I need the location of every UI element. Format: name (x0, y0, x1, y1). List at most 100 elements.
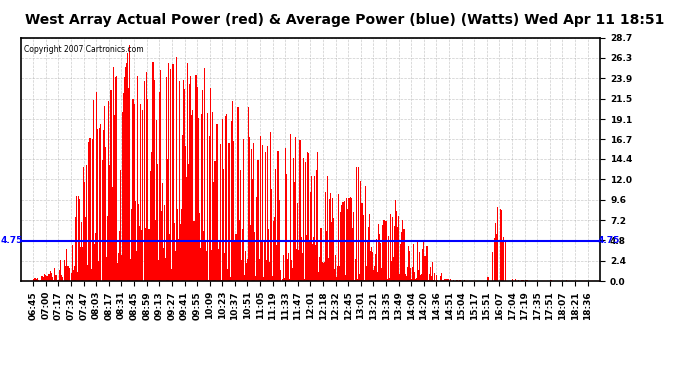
Bar (272, 276, 273, 281)
Bar (62, 277, 63, 281)
Bar (153, 81, 155, 281)
Bar (298, 250, 299, 281)
Bar (188, 164, 189, 281)
Bar (337, 266, 338, 281)
Bar (250, 225, 251, 281)
Bar (144, 81, 145, 281)
Bar (60, 260, 61, 281)
Bar (57, 280, 58, 281)
Bar (116, 76, 117, 281)
Bar (459, 280, 460, 281)
Bar (460, 280, 461, 281)
Bar (184, 89, 185, 281)
Bar (255, 276, 257, 281)
Bar (286, 174, 287, 281)
Bar (123, 93, 124, 281)
Bar (217, 249, 219, 281)
Bar (160, 70, 161, 281)
Bar (565, 280, 566, 281)
Bar (94, 244, 95, 281)
Bar (275, 169, 277, 281)
Bar (249, 137, 250, 281)
Text: 4.75: 4.75 (1, 236, 23, 245)
Bar (452, 280, 453, 281)
Bar (110, 90, 112, 281)
Bar (72, 270, 74, 281)
Bar (175, 251, 176, 281)
Bar (382, 225, 384, 281)
Bar (251, 149, 253, 281)
Bar (54, 268, 55, 281)
Bar (229, 143, 230, 281)
Bar (95, 233, 96, 281)
Bar (276, 245, 277, 281)
Bar (124, 77, 125, 281)
Bar (424, 256, 426, 281)
Bar (393, 257, 394, 281)
Bar (417, 242, 418, 281)
Text: Copyright 2007 Cartronics.com: Copyright 2007 Cartronics.com (23, 45, 144, 54)
Bar (374, 266, 375, 281)
Bar (267, 146, 268, 281)
Bar (496, 234, 497, 281)
Bar (386, 279, 388, 281)
Bar (210, 88, 211, 281)
Bar (246, 262, 247, 281)
Bar (262, 145, 263, 281)
Bar (227, 269, 228, 281)
Bar (297, 202, 299, 281)
Bar (357, 279, 358, 281)
Bar (465, 280, 466, 281)
Bar (306, 235, 307, 281)
Bar (117, 263, 118, 281)
Bar (132, 99, 134, 281)
Bar (310, 192, 311, 281)
Bar (177, 210, 178, 281)
Bar (269, 262, 270, 281)
Bar (219, 144, 221, 281)
Bar (420, 275, 422, 281)
Bar (130, 259, 132, 281)
Bar (322, 262, 323, 281)
Bar (411, 279, 412, 281)
Bar (378, 224, 380, 281)
Bar (191, 116, 193, 281)
Bar (338, 194, 339, 281)
Bar (201, 114, 202, 281)
Bar (464, 280, 466, 281)
Bar (155, 120, 157, 281)
Bar (527, 280, 529, 281)
Bar (419, 252, 420, 281)
Bar (163, 248, 164, 281)
Bar (58, 280, 59, 281)
Bar (331, 222, 332, 281)
Bar (148, 229, 149, 281)
Bar (159, 92, 160, 281)
Bar (322, 263, 324, 281)
Bar (362, 214, 364, 281)
Bar (491, 252, 493, 281)
Bar (326, 231, 327, 281)
Bar (356, 167, 357, 281)
Bar (66, 249, 68, 281)
Bar (521, 280, 522, 281)
Bar (394, 226, 395, 281)
Bar (566, 280, 567, 281)
Bar (376, 239, 377, 281)
Bar (395, 200, 396, 281)
Bar (82, 248, 83, 281)
Bar (358, 167, 359, 281)
Bar (181, 209, 182, 281)
Bar (168, 63, 169, 281)
Bar (145, 228, 146, 281)
Bar (315, 245, 316, 281)
Bar (37, 278, 38, 281)
Bar (68, 268, 70, 281)
Bar (172, 64, 173, 281)
Bar (327, 176, 328, 281)
Bar (487, 277, 489, 281)
Bar (525, 280, 526, 281)
Bar (99, 128, 100, 281)
Bar (480, 280, 481, 281)
Bar (127, 54, 128, 281)
